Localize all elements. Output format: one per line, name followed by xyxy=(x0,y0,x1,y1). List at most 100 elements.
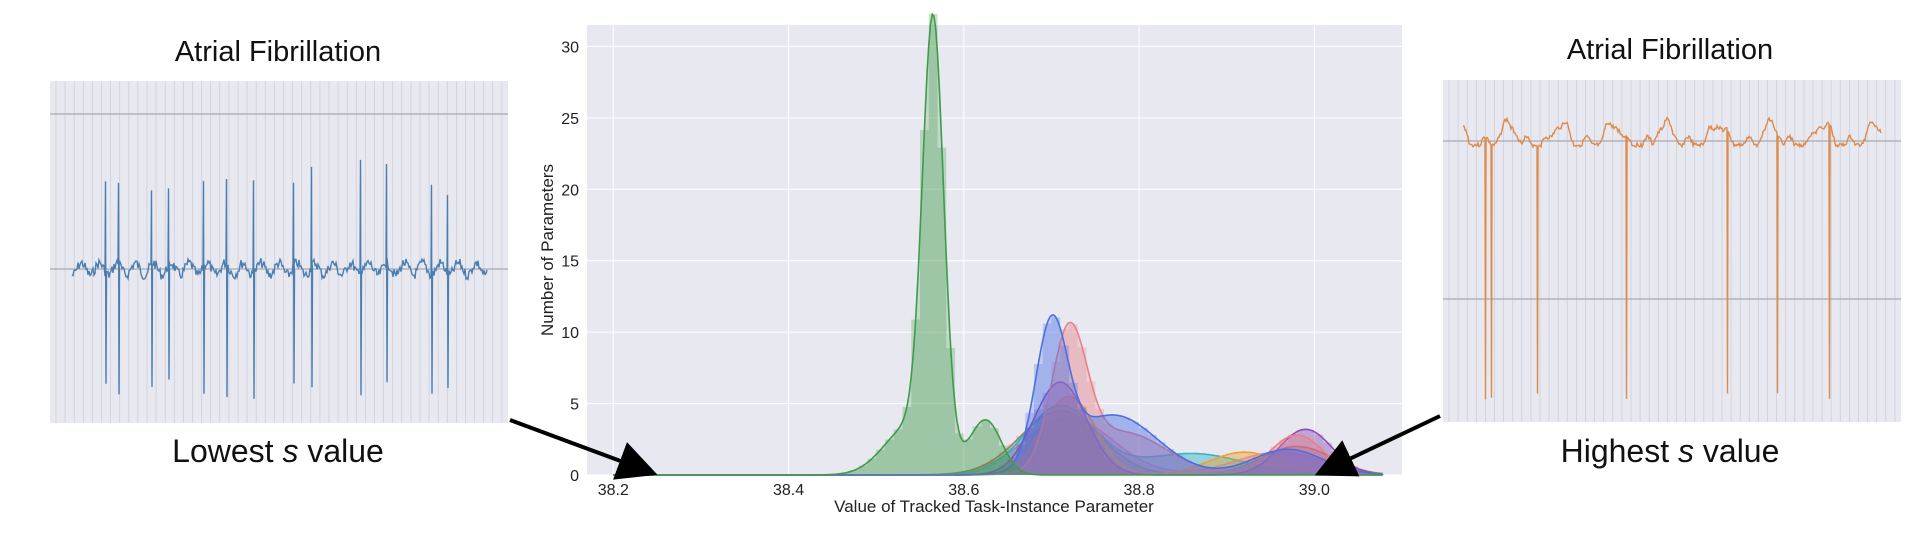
series-group xyxy=(613,12,1385,476)
histogram-bar xyxy=(1007,472,1017,475)
histogram-bar xyxy=(1016,468,1026,475)
histogram-bar xyxy=(1130,455,1140,475)
histogram-bar xyxy=(1042,424,1052,475)
histogram-bar xyxy=(1051,361,1061,475)
histogram-bar xyxy=(1182,470,1192,475)
histogram-bar xyxy=(1095,416,1105,475)
histogram-bar xyxy=(1174,456,1183,475)
histogram-bar xyxy=(1112,466,1122,475)
histogram-bar xyxy=(1104,436,1113,475)
histogram-bar xyxy=(1139,437,1148,475)
right-panel-title: Atrial Fibrillation xyxy=(1566,34,1774,66)
histogram-bar xyxy=(1086,424,1096,475)
histogram-bar xyxy=(1086,381,1096,475)
histogram-bar xyxy=(1296,454,1306,475)
histogram-bar xyxy=(1156,455,1166,475)
histogram-bar xyxy=(1007,444,1017,475)
histogram-bar xyxy=(1042,323,1052,475)
histogram-bar xyxy=(1130,422,1140,475)
histogram-bar xyxy=(1305,457,1315,475)
histogram-bar xyxy=(1007,461,1017,475)
histogram-bar xyxy=(1147,434,1157,475)
histogram-bar xyxy=(1077,409,1087,475)
histogram-bar xyxy=(1253,465,1262,475)
histogram-bar xyxy=(1060,397,1069,475)
histogram-bar xyxy=(876,449,885,475)
histogram-bar xyxy=(1112,452,1122,475)
histogram-bar xyxy=(1121,431,1131,475)
histogram-bar xyxy=(1296,446,1306,475)
histogram-bar xyxy=(1068,414,1078,475)
histogram-bar xyxy=(1279,470,1289,475)
histogram-bar xyxy=(1253,453,1262,475)
histogram-bar xyxy=(1068,409,1078,475)
y-axis-label: Number of Parameters xyxy=(538,164,557,336)
histogram-bar xyxy=(1016,470,1026,475)
histogram-bar xyxy=(1261,456,1271,475)
histogram-bar xyxy=(858,465,868,475)
histogram-bar xyxy=(1130,456,1140,475)
histogram-bar xyxy=(1042,393,1052,475)
right-arrow xyxy=(1314,414,1441,477)
histogram-bar xyxy=(1147,470,1157,475)
histogram-bar xyxy=(1051,383,1061,475)
histogram-bar xyxy=(1112,448,1122,475)
histogram-bar xyxy=(1200,469,1210,475)
histogram-bar xyxy=(1288,434,1297,475)
histogram-bar xyxy=(1025,449,1034,475)
histogram-bar xyxy=(1288,471,1297,475)
histogram-bar xyxy=(1165,449,1175,475)
histogram-bar xyxy=(998,452,1008,475)
x-tick-label: 38.6 xyxy=(948,482,979,499)
histogram-bar xyxy=(1174,470,1183,475)
kde-area xyxy=(613,314,1385,475)
histogram-bar xyxy=(1165,454,1175,475)
histogram-bar xyxy=(1270,451,1280,475)
histogram-bar xyxy=(1244,463,1254,475)
histogram-bar xyxy=(1060,405,1069,475)
histogram-bar xyxy=(1104,457,1113,475)
histogram-bar xyxy=(1244,466,1254,475)
histogram-bar xyxy=(1086,419,1096,475)
histogram-bar xyxy=(998,471,1008,475)
histogram-bar xyxy=(867,458,877,475)
right-caption-variable: s xyxy=(1678,433,1694,469)
histogram-bar xyxy=(1033,363,1043,475)
histogram-bar xyxy=(1288,446,1297,475)
histogram-bar xyxy=(1077,407,1087,475)
histogram-bar xyxy=(1051,420,1061,475)
histogram-bar xyxy=(1226,470,1236,475)
histogram-bar xyxy=(1182,461,1192,475)
histogram-bar xyxy=(1095,430,1105,475)
histogram-bar xyxy=(1156,442,1166,475)
histogram-bar xyxy=(1025,459,1034,475)
histogram-bar xyxy=(1051,411,1061,475)
right-caption-prefix: Highest xyxy=(1560,433,1678,469)
histogram-bar xyxy=(1296,468,1306,475)
left-caption-variable: s xyxy=(282,433,299,469)
histogram-bar xyxy=(1095,433,1105,475)
histogram-bar xyxy=(972,470,982,475)
histogram-bar xyxy=(1068,393,1078,475)
histogram-bar xyxy=(1270,451,1280,475)
histogram-bar xyxy=(1007,457,1017,475)
histogram-bar xyxy=(928,13,938,475)
histogram-bar xyxy=(1086,427,1096,475)
histogram-bar xyxy=(1077,405,1087,475)
tick-labels: 0 5 10 15 20 25 30 38.2 38.4 38.6 38.8 39.0 xyxy=(561,39,1330,499)
histogram-bar xyxy=(1051,317,1061,475)
histogram-bar xyxy=(1051,406,1061,475)
histogram-bar xyxy=(1200,462,1210,475)
histogram-bar xyxy=(1016,436,1026,475)
histogram-bar xyxy=(1253,461,1262,475)
histogram-bar xyxy=(1068,418,1078,475)
histogram-bar xyxy=(1033,435,1043,475)
histogram-bar xyxy=(1244,452,1254,475)
histogram-bar xyxy=(1121,470,1131,475)
histogram-bar xyxy=(1217,471,1227,475)
histogram-bar xyxy=(1279,439,1289,475)
histogram-bar xyxy=(884,439,894,475)
histogram-bar xyxy=(1244,460,1254,475)
histogram-bar xyxy=(1270,468,1280,475)
